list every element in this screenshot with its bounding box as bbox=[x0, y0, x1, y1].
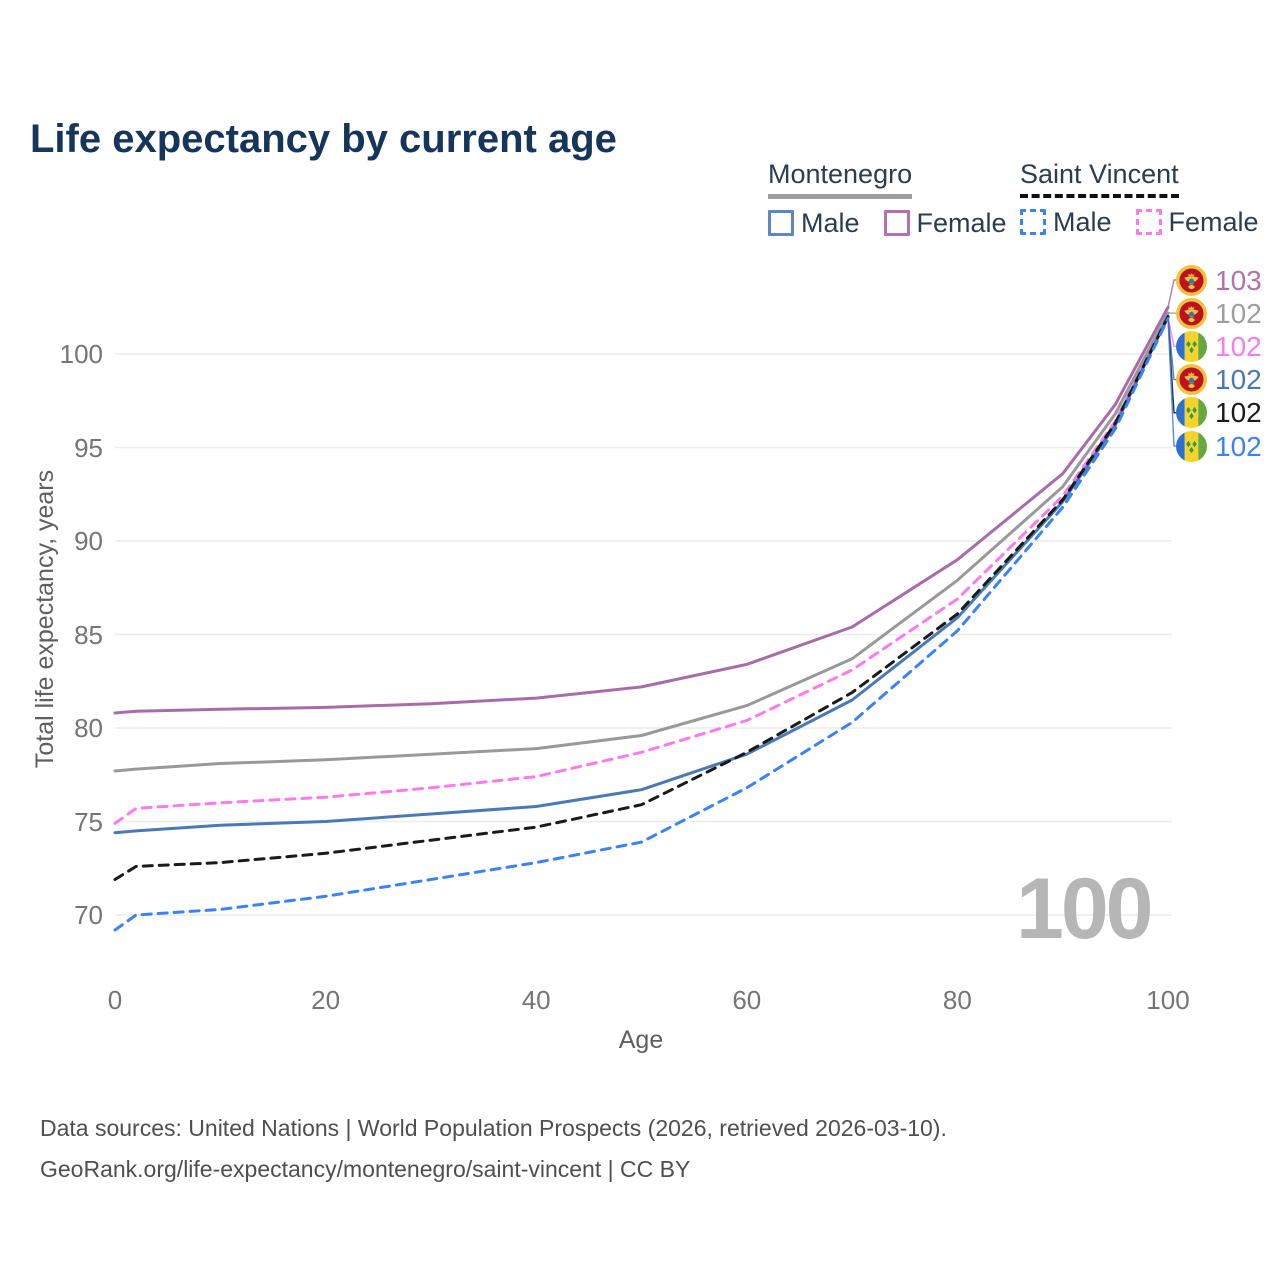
page-title: Life expectancy by current age bbox=[30, 116, 617, 161]
end-label-row: 102 bbox=[1176, 297, 1262, 329]
y-tick-label: 75 bbox=[74, 806, 103, 837]
end-label-value: 102 bbox=[1215, 364, 1262, 396]
x-tick-label: 0 bbox=[107, 985, 123, 1015]
x-tick-label: 40 bbox=[521, 985, 551, 1015]
legend-item-label: Male bbox=[1053, 206, 1112, 237]
end-label-value: 102 bbox=[1215, 430, 1262, 462]
legend-item-montenegro-female[interactable]: Female bbox=[883, 207, 1007, 239]
montenegro-female-swatch-icon bbox=[883, 210, 910, 237]
saint-vincent-flag-icon bbox=[1176, 397, 1207, 429]
legend-item-label: Female bbox=[1168, 206, 1259, 237]
end-label-row: 102 bbox=[1176, 397, 1262, 429]
flag-slot bbox=[1176, 364, 1207, 396]
legend-group-saint-vincent: Saint Vincent Male Female bbox=[1020, 159, 1280, 238]
x-tick-label: 60 bbox=[732, 985, 762, 1015]
legend-title-saint-vincent: Saint Vincent bbox=[1020, 159, 1179, 198]
end-label-value: 102 bbox=[1215, 297, 1262, 329]
attribution-line: GeoRank.org/life-expectancy/montenegro/s… bbox=[40, 1156, 691, 1182]
data-source-line: Data sources: United Nations | World Pop… bbox=[40, 1115, 947, 1141]
y-tick-label: 70 bbox=[74, 900, 103, 930]
montenegro-male-swatch-icon bbox=[768, 210, 794, 237]
age-watermark: 100 bbox=[1016, 861, 1153, 957]
flag-slot bbox=[1176, 330, 1207, 362]
x-tick-label: 80 bbox=[942, 985, 972, 1015]
footer: Data sources: United Nations | World Pop… bbox=[40, 1108, 947, 1190]
flag-slot bbox=[1176, 430, 1207, 462]
y-tick-label: 90 bbox=[74, 526, 103, 556]
x-tick-label: 100 bbox=[1146, 985, 1190, 1015]
y-tick-label: 85 bbox=[74, 619, 103, 650]
legend-title-montenegro: Montenegro bbox=[768, 159, 913, 199]
end-label-row: 103 bbox=[1176, 264, 1262, 296]
montenegro-flag-icon bbox=[1176, 297, 1207, 329]
y-tick-label: 95 bbox=[74, 432, 103, 463]
flag-slot bbox=[1176, 297, 1207, 329]
y-axis-title: Total life expectancy, years bbox=[31, 469, 59, 769]
montenegro-flag-icon bbox=[1176, 264, 1207, 296]
legend-item-label: Male bbox=[801, 207, 860, 238]
y-tick-label: 80 bbox=[74, 713, 103, 743]
legend-item-montenegro-male[interactable]: Male bbox=[768, 208, 860, 239]
y-tick-label: 100 bbox=[59, 339, 103, 369]
end-label-row: 102 bbox=[1176, 364, 1262, 396]
end-label-row: 102 bbox=[1176, 430, 1262, 462]
montenegro-flag-icon bbox=[1176, 364, 1207, 396]
saint-vincent-male-swatch-icon bbox=[1020, 209, 1046, 236]
legend-item-label: Female bbox=[916, 207, 1007, 238]
end-label-value: 102 bbox=[1215, 330, 1262, 362]
flag-slot bbox=[1176, 264, 1207, 296]
saint-vincent-female-swatch-icon bbox=[1135, 209, 1162, 236]
x-axis-title: Age bbox=[618, 1026, 664, 1054]
legend-group-montenegro: Montenegro Male Female bbox=[768, 159, 1031, 239]
saint-vincent-flag-icon bbox=[1176, 330, 1207, 362]
end-label-value: 102 bbox=[1215, 397, 1262, 429]
flag-slot bbox=[1176, 397, 1207, 429]
x-tick-label: 20 bbox=[311, 985, 341, 1015]
end-label-row: 102 bbox=[1176, 330, 1262, 362]
legend-item-saint-vincent-male[interactable]: Male bbox=[1020, 207, 1112, 238]
legend-item-saint-vincent-female[interactable]: Female bbox=[1135, 206, 1259, 238]
end-label-value: 103 bbox=[1215, 264, 1262, 296]
saint-vincent-flag-icon bbox=[1176, 430, 1207, 462]
